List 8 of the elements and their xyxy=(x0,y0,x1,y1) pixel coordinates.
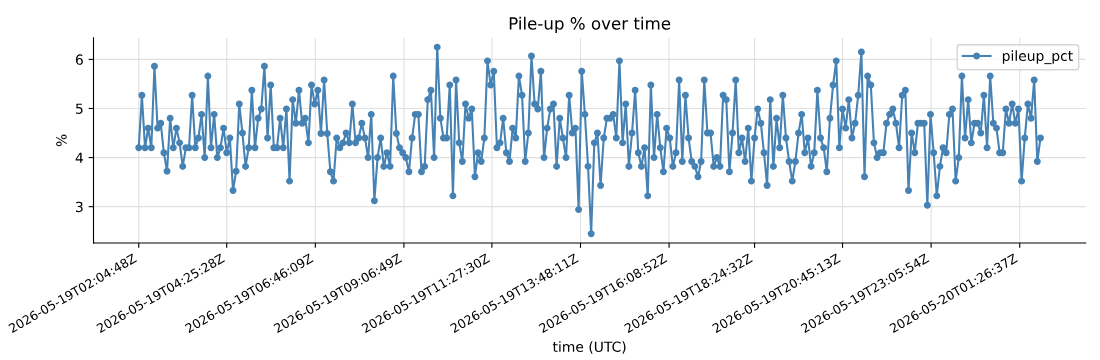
y-axis-title: % xyxy=(56,134,67,147)
y-tick-label: 5 xyxy=(76,103,83,114)
y-tick-label: 4 xyxy=(75,152,83,163)
chart-title: Pile-up % over time xyxy=(509,16,671,33)
legend-label: pileup_pct xyxy=(1002,50,1073,65)
y-tick-label: 3 xyxy=(76,201,83,213)
x-axis-title: time (UTC) xyxy=(552,341,626,354)
y-tick-label: 6 xyxy=(75,54,83,65)
